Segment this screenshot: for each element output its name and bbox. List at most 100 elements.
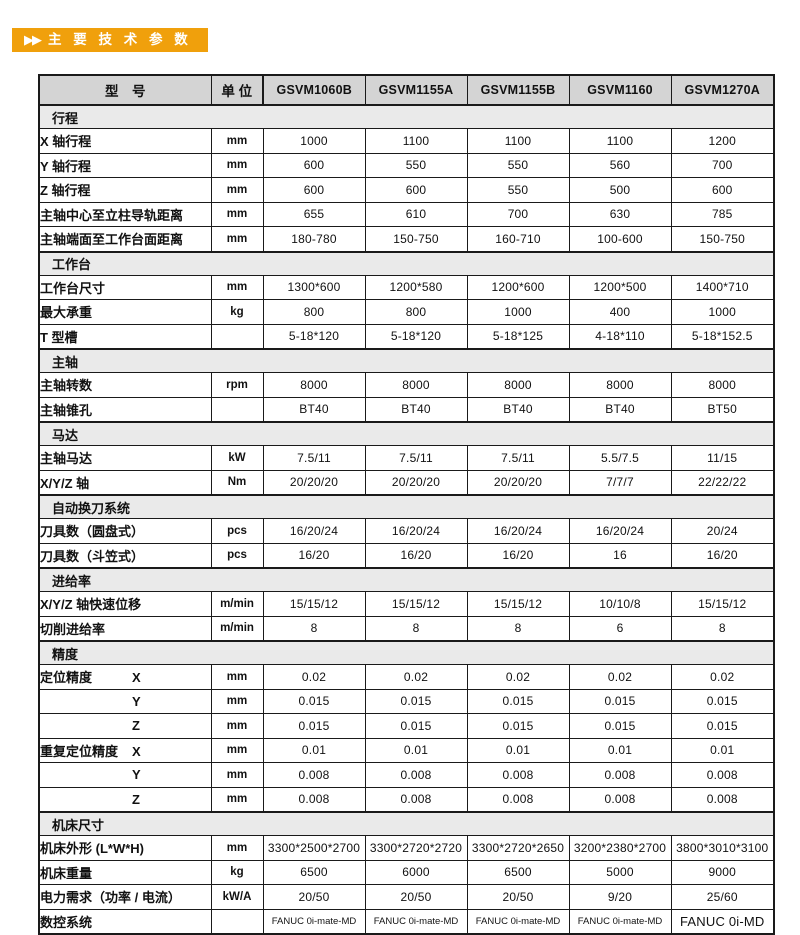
value-cell: 0.015 <box>262 688 366 714</box>
spec-row: 最大承重 kg 800 800 1000 400 1000 <box>38 299 775 325</box>
value-cell: 550 <box>466 152 570 178</box>
value-cell: 0.015 <box>670 688 775 714</box>
value-cell: 8 <box>670 615 775 642</box>
unit-cell: kg <box>210 299 264 325</box>
value-cell: 1200 <box>670 128 775 154</box>
spec-row: 刀具数（斗笠式） pcs 16/20 16/20 16/20 16 16/20 <box>38 542 775 569</box>
value-cell: BT40 <box>262 396 366 423</box>
spec-row: 数控系统 FANUC 0i-mate-MD FANUC 0i-mate-MD FANU… <box>38 908 775 935</box>
value-cell: 0.008 <box>670 786 775 813</box>
value-cell: 20/50 <box>466 884 570 910</box>
unit-cell: pcs <box>210 518 264 544</box>
value-cell: 1200*500 <box>568 274 672 300</box>
row-label-text: 重复定位精度 <box>40 743 119 759</box>
value-cell: 22/22/22 <box>670 469 775 496</box>
spec-row: 刀具数（圆盘式） pcs 16/20/24 16/20/24 16/20/24 16/20… <box>38 518 775 544</box>
value-cell: 600 <box>262 152 366 178</box>
row-axis-label: Y <box>132 693 141 709</box>
unit-cell: kW <box>210 445 264 471</box>
row-label-cell: X/Y/Z 轴 <box>38 469 212 496</box>
value-cell: 7/7/7 <box>568 469 672 496</box>
section-title-cell: 马达 <box>38 421 775 446</box>
value-cell: 3300*2720*2720 <box>364 835 468 861</box>
unit-cell: Nm <box>210 469 264 496</box>
section-title-cell: 精度 <box>38 640 775 665</box>
value-cell: 0.008 <box>466 786 570 813</box>
value-cell: 6500 <box>466 859 570 885</box>
value-cell: 0.01 <box>364 737 468 763</box>
section-title-cell: 主轴 <box>38 348 775 373</box>
value-cell: 1000 <box>466 299 570 325</box>
value-cell: 8 <box>262 615 366 642</box>
row-label-cell: T 型槽 <box>38 323 212 350</box>
value-cell: 550 <box>364 152 468 178</box>
value-cell: 1400*710 <box>670 274 775 300</box>
row-label-cell: Y <box>38 688 212 714</box>
row-label-cell: 最大承重 <box>38 299 212 325</box>
row-label-cell: 主轴中心至立柱导轨距离 <box>38 201 212 227</box>
row-axis-label: X <box>132 670 141 686</box>
value-cell: 11/15 <box>670 445 775 471</box>
row-label-cell: Y <box>38 762 212 788</box>
header-model-name-cell: GSVM1060B <box>262 74 366 106</box>
value-cell: 15/15/12 <box>364 591 468 617</box>
value-cell: 630 <box>568 201 672 227</box>
value-cell: 0.02 <box>364 664 468 690</box>
spec-row: 机床外形 (L*W*H) mm 3300*2500*2700 3300*2720*27… <box>38 835 775 861</box>
value-cell: 600 <box>364 177 468 203</box>
section-row: 进给率 <box>38 567 775 592</box>
row-label-cell: 主轴端面至工作台面距离 <box>38 226 212 252</box>
unit-cell: mm <box>210 737 264 763</box>
row-label-cell: X/Y/Z 轴快速位移 <box>38 591 212 617</box>
unit-cell: mm <box>210 152 264 178</box>
value-cell: 0.015 <box>364 713 468 739</box>
unit-cell: mm <box>210 762 264 788</box>
value-cell: 0.015 <box>466 688 570 714</box>
value-cell: 3800*3010*3100 <box>670 835 775 861</box>
row-label-cell: 切削进给率 <box>38 615 212 642</box>
value-cell: 16/20/24 <box>262 518 366 544</box>
spec-row: 主轴中心至立柱导轨距离 mm 655 610 700 630 785 <box>38 201 775 227</box>
spec-row: 工作台尺寸 mm 1300*600 1200*580 1200*600 1200*500 1… <box>38 274 775 300</box>
section-row: 精度 <box>38 640 775 665</box>
value-cell: 6500 <box>262 859 366 885</box>
spec-row: X 轴行程 mm 1000 1100 1100 1100 1200 <box>38 128 775 154</box>
spec-table-body: 行程 X 轴行程 mm 1000 1100 1100 1100 1200 Y 轴行程 mm 600 5… <box>38 104 775 935</box>
value-cell: 1300*600 <box>262 274 366 300</box>
spec-row: 主轴马达 kW 7.5/11 7.5/11 7.5/11 5.5/7.5 11/15 <box>38 445 775 471</box>
value-cell: 8000 <box>568 372 672 398</box>
unit-cell: pcs <box>210 542 264 569</box>
value-cell: 6000 <box>364 859 468 885</box>
value-cell: 20/20/20 <box>262 469 366 496</box>
value-cell: 550 <box>466 177 570 203</box>
spec-row: X/Y/Z 轴 Nm 20/20/20 20/20/20 20/20/20 7/7/7 22… <box>38 469 775 496</box>
value-cell: 20/20/20 <box>364 469 468 496</box>
spec-row: X/Y/Z 轴快速位移 m/min 15/15/12 15/15/12 15/15/12… <box>38 591 775 617</box>
row-label-cell: 机床重量 <box>38 859 212 885</box>
value-cell: 10/10/8 <box>568 591 672 617</box>
spec-row: 机床重量 kg 6500 6000 6500 5000 9000 <box>38 859 775 885</box>
value-cell: 3300*2720*2650 <box>466 835 570 861</box>
section-title-cell: 自动换刀系统 <box>38 494 775 519</box>
section-row: 自动换刀系统 <box>38 494 775 519</box>
value-cell: 25/60 <box>670 884 775 910</box>
value-cell: 0.01 <box>568 737 672 763</box>
value-cell: 800 <box>364 299 468 325</box>
value-cell: 560 <box>568 152 672 178</box>
value-cell: 1100 <box>568 128 672 154</box>
value-cell: 7.5/11 <box>466 445 570 471</box>
unit-cell: mm <box>210 274 264 300</box>
section-row: 马达 <box>38 421 775 446</box>
header-model-name-cell: GSVM1160 <box>568 74 672 106</box>
value-cell: 0.008 <box>262 762 366 788</box>
value-cell: BT40 <box>364 396 468 423</box>
value-cell: 0.008 <box>568 762 672 788</box>
double-arrow-icon: ▶▶ <box>24 32 42 47</box>
spec-row: Z 轴行程 mm 600 600 550 500 600 <box>38 177 775 203</box>
value-cell: 4-18*110 <box>568 323 672 350</box>
value-cell: 0.015 <box>568 688 672 714</box>
